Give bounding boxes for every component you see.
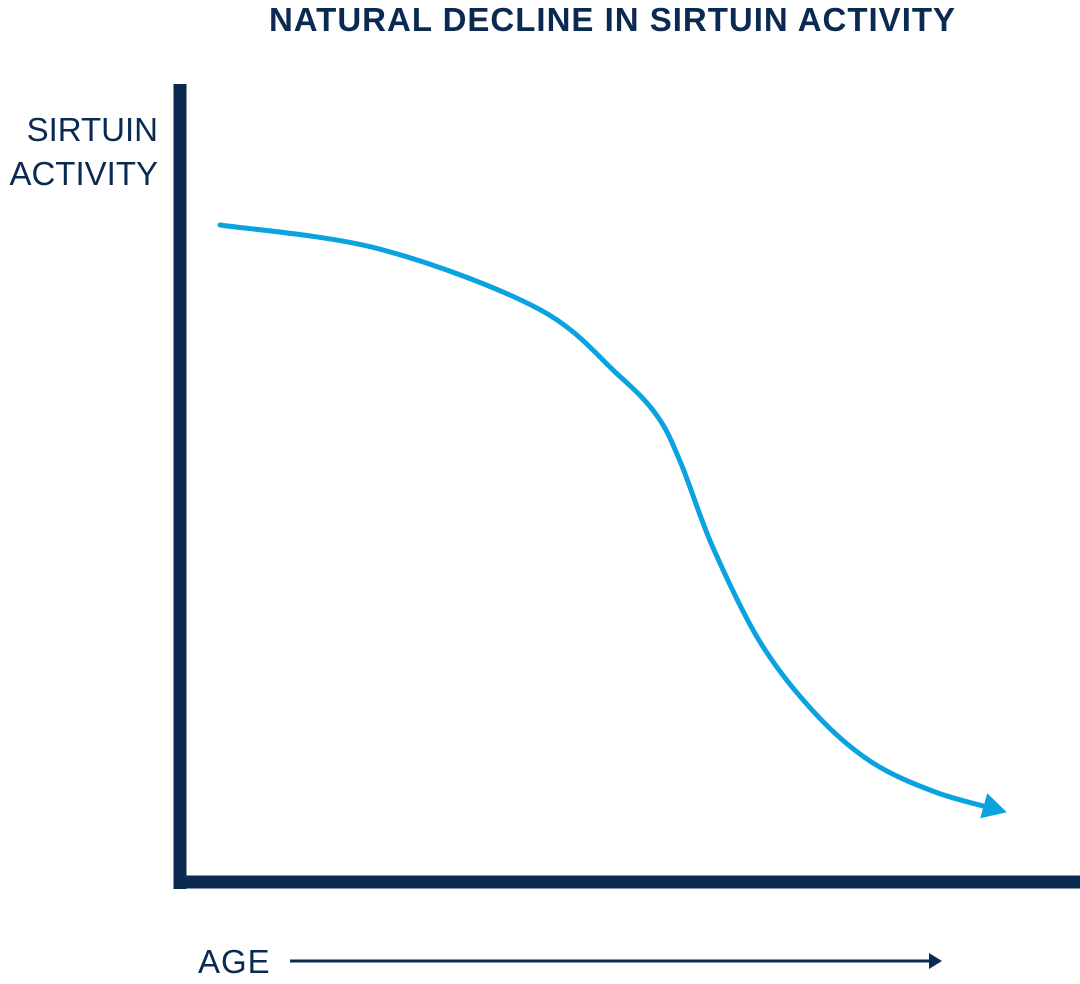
y-axis-label: SIRTUIN ACTIVITY [0, 108, 158, 196]
x-axis-label: AGE [198, 943, 271, 980]
chart-title: NATURAL DECLINE IN SIRTUIN ACTIVITY [268, 1, 957, 38]
age-arrow-icon [929, 953, 942, 969]
y-axis-label-line-1: SIRTUIN [26, 111, 158, 148]
y-axis-label-line-2: ACTIVITY [9, 155, 158, 192]
series-line-sirtuin-activity [217, 222, 1002, 813]
curve-arrowhead-icon [980, 793, 1007, 819]
